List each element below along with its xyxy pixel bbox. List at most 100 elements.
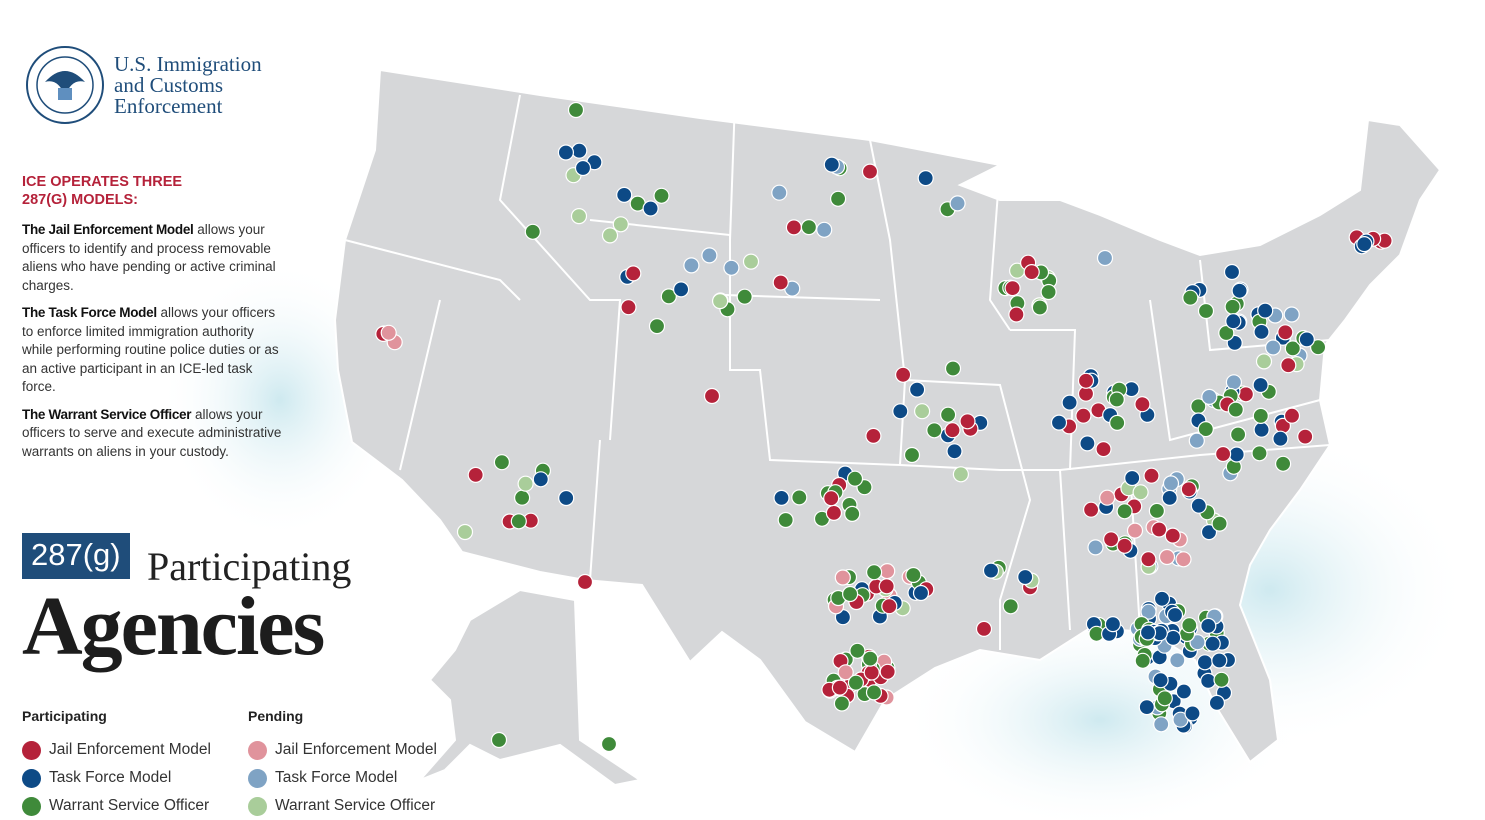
intro-heading: ICE OPERATES THREE 287(G) MODELS: [22,174,183,208]
location-dot [1031,299,1049,316]
location-dots [375,101,1393,753]
location-dot [513,489,531,506]
location-dot [1190,497,1207,514]
location-dot [939,406,957,423]
model-description: The Task Force Model allows your officer… [22,304,287,397]
location-dot [1102,531,1120,548]
location-dot [517,475,534,492]
location-dot [723,259,740,276]
location-dot [1213,671,1230,688]
location-dot [510,513,527,530]
legend-swatch [22,796,41,816]
location-dot [908,381,926,398]
location-dot [1188,432,1205,449]
location-dot [823,156,840,173]
location-dot [831,679,849,696]
legend-swatch [248,740,267,760]
intro: ICE OPERATES THREE 287(G) MODELS: The Ja… [22,173,287,470]
location-dot [625,265,642,282]
location-dot [894,366,912,383]
legend-swatch [22,740,41,760]
legend-label: Jail Enforcement Model [49,741,211,758]
location-dot [567,101,585,119]
location-dot [1077,372,1095,389]
legend-group: Participating Jail Enforcement Model Task … [22,708,211,820]
location-dot [944,360,962,377]
location-dot [456,523,474,541]
location-dot [1228,446,1245,463]
location-dot [1175,683,1193,700]
location-dot [975,620,993,638]
location-dot [1229,426,1247,443]
location-dot [1139,624,1157,641]
location-dot [1231,282,1248,299]
legend-swatch [248,768,267,788]
location-dot [1211,515,1228,532]
location-dot [865,564,883,581]
location-dot [1082,501,1100,518]
location-dot [493,454,510,471]
location-dot [1356,236,1373,253]
location-dot [1169,652,1186,669]
location-dot [1264,339,1282,356]
location-dot [1280,357,1297,374]
location-dot [905,566,922,584]
location-dot [1148,502,1166,519]
location-dot [672,281,690,298]
location-dot [777,511,794,529]
location-dot [701,247,718,264]
model-text: allows your officers to serve and execut… [22,406,282,459]
location-dot [1116,537,1133,554]
location-dot [1138,698,1155,716]
location-dot [1166,606,1184,624]
location-dot [879,663,896,680]
model-name: The Task Force Model [22,305,157,320]
model-name: The Jail Enforcement Model [22,222,194,237]
legend-label: Task Force Model [275,769,398,786]
location-dot [903,446,921,464]
location-dot [1225,313,1242,330]
location-dot [800,219,818,236]
location-dot [1050,414,1068,431]
location-dot [742,253,760,270]
location-dot [711,293,729,310]
location-dot [1297,428,1314,445]
location-dot [1196,654,1214,671]
location-dot [861,163,879,180]
location-dot [1140,603,1157,620]
title-badge: 287(g) [22,533,130,579]
location-dot [1126,522,1144,539]
title-main: Agencies [22,580,325,673]
location-dot [1201,388,1218,405]
location-dot [926,422,943,439]
location-dot [490,731,508,749]
location-dot [1180,481,1197,498]
location-dot [612,216,629,233]
location-dot [1099,489,1116,506]
location-dot [1075,407,1092,424]
location-dot [1283,407,1301,424]
location-dot [833,695,851,712]
location-dot [865,427,882,444]
location-dot [834,569,851,586]
location-dot [1132,484,1149,501]
location-dot [1153,590,1171,607]
location-dot [1162,475,1180,492]
location-dot [1116,503,1133,520]
location-dot [1164,527,1181,544]
legend-item: Jail Enforcement Model [22,736,211,764]
location-dot [1197,302,1215,320]
location-dot [862,650,879,667]
location-dot [570,208,588,225]
location-dot [642,200,659,217]
location-dot [1109,414,1126,431]
location-dot [1253,323,1270,340]
location-dot [1200,672,1217,690]
location-dot [1255,353,1273,370]
ice-seal [26,46,104,124]
location-dot [1309,339,1327,356]
location-dot [1152,672,1169,689]
location-dot [532,471,549,488]
model-text: allows your officers to enforce limited … [22,305,279,394]
